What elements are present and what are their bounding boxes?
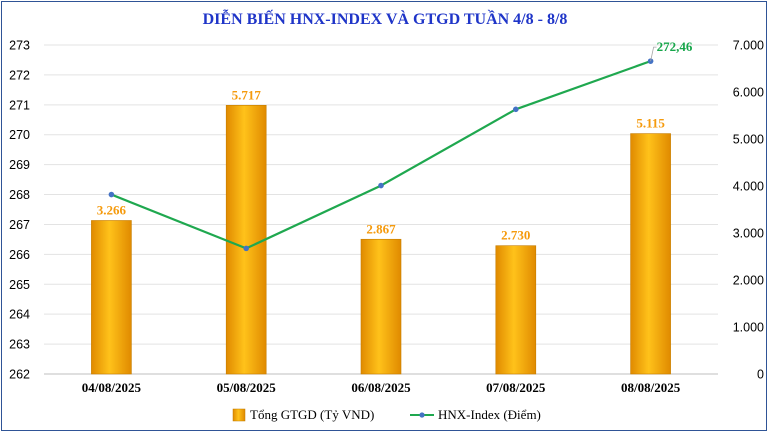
right-axis-tick: 3.000 [733,227,764,241]
left-axis-tick: 266 [9,248,30,262]
bar [630,133,671,375]
line-point [513,106,519,113]
left-axis-tick: 269 [9,158,30,172]
left-axis-tick: 270 [9,128,30,142]
left-axis-tick: 268 [9,188,30,202]
bar [495,245,537,375]
legend-line-label: HNX-Index (Điểm) [438,407,541,422]
line-point [108,191,115,198]
line-point [243,245,249,252]
legend-bar-label: Tổng GTGD (Tỷ VND) [250,407,374,422]
x-axis-tick: 05/08/2025 [217,380,277,395]
right-axis-tick: 0 [757,368,764,382]
x-axis-tick: 08/08/2025 [621,380,681,395]
left-axis-tick: 273 [9,39,30,53]
chart-title: DIỄN BIẾN HNX-INDEX VÀ GTGD TUẦN 4/8 - 8… [203,9,568,28]
x-axis-tick: 06/08/2025 [351,380,411,395]
x-axis-tick: 07/08/2025 [486,380,546,395]
line-point [378,182,384,189]
x-axis-tick: 04/08/2025 [82,380,142,395]
right-axis-tick: 4.000 [733,180,764,194]
bar [91,220,132,375]
left-axis-tick: 264 [9,308,30,322]
left-axis-tick: 263 [9,338,30,352]
legend: Tổng GTGD (Tỷ VND) HNX-Index (Điểm) [232,407,541,422]
line-last-value-label: 272,46 [657,39,693,54]
bar-value-label: 2.730 [501,228,530,243]
bar [225,105,267,375]
right-axis-tick: 6.000 [733,86,764,100]
left-axis-tick: 265 [9,278,30,292]
bar [360,238,402,375]
right-axis-tick: 2.000 [733,274,764,288]
line-callout-leader [650,46,657,62]
left-axis-tick: 271 [9,98,30,112]
right-axis-tick: 5.000 [733,133,764,147]
right-axis-tick: 7.000 [733,39,764,53]
bar-value-label: 5.717 [232,87,262,102]
bar-value-label: 3.266 [97,202,127,217]
right-axis-tick: 1.000 [733,321,764,335]
bar-value-label: 5.115 [636,116,665,131]
left-axis-tick: 262 [9,368,30,382]
bar-value-label: 2.867 [366,221,396,236]
legend-bar-swatch [232,408,246,422]
left-axis-tick: 267 [9,218,30,232]
left-axis-tick: 272 [9,68,30,82]
legend-line-marker [419,412,425,418]
